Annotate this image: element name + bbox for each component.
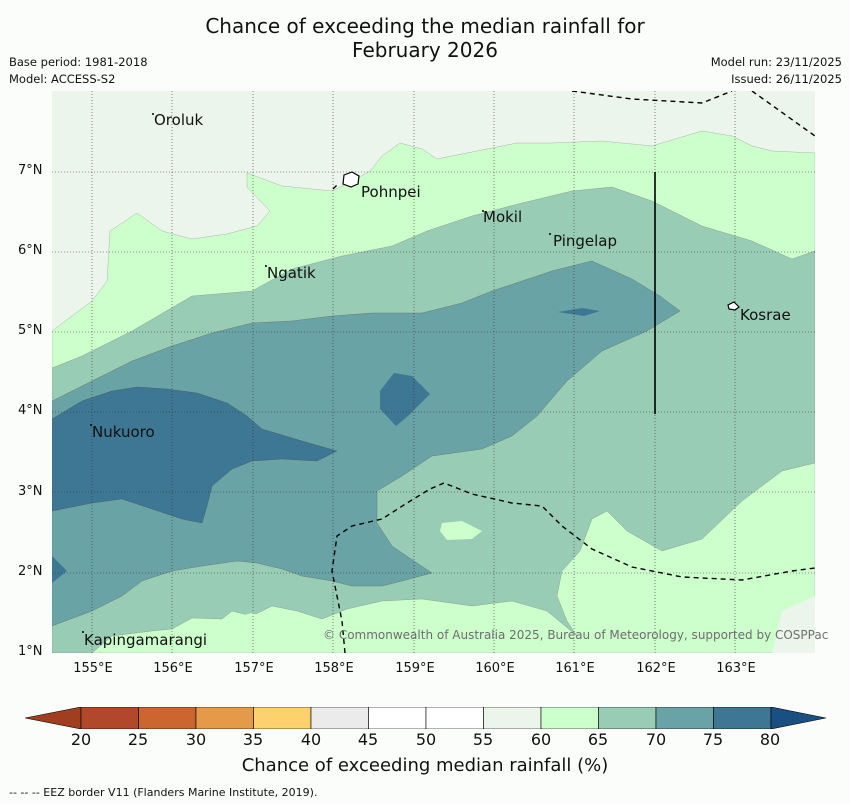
label-oroluk: Oroluk bbox=[154, 111, 204, 129]
mokil-dot bbox=[482, 210, 484, 212]
colorbar-tick-20: 20 bbox=[70, 730, 92, 749]
label-pingelap: Pingelap bbox=[553, 232, 618, 250]
colorbar-tick-45: 45 bbox=[357, 730, 379, 749]
meta-left: Base period: 1981-2018 Model: ACCESS-S2 bbox=[9, 54, 148, 88]
x-tick-157e: 157°E bbox=[234, 661, 274, 676]
colorbar-segment bbox=[655, 707, 714, 729]
ngatik-dot bbox=[265, 265, 267, 267]
colorbar-extend-high bbox=[770, 707, 827, 729]
x-tick-158e: 158°E bbox=[314, 661, 354, 676]
x-tick-159e: 159°E bbox=[395, 661, 435, 676]
map-title: Chance of exceeding the median rainfall … bbox=[0, 14, 850, 62]
colorbar-segment bbox=[540, 707, 599, 729]
x-tick-160e: 160°E bbox=[475, 661, 515, 676]
label-kosrae: Kosrae bbox=[740, 306, 791, 324]
colorbar-segment bbox=[310, 707, 369, 729]
colorbar-extend-low bbox=[25, 707, 82, 729]
x-tick-161e: 161°E bbox=[555, 661, 595, 676]
colorbar-label: Chance of exceeding median rainfall (%) bbox=[241, 755, 609, 776]
meta-right: Model run: 23/11/2025 Issued: 26/11/2025 bbox=[711, 54, 842, 88]
label-nukuoro: Nukuoro bbox=[92, 423, 155, 441]
y-tick-2n: 2°N bbox=[18, 564, 43, 579]
pingelap-dot bbox=[549, 233, 551, 235]
colorbar-tick-75: 75 bbox=[702, 730, 724, 749]
zone-75-80-sliver bbox=[558, 308, 600, 316]
zone-60-65-patch-south bbox=[217, 613, 280, 647]
colorbar-segment bbox=[713, 707, 772, 729]
colorbar-tick-50: 50 bbox=[415, 730, 437, 749]
zone-55-60-patch bbox=[95, 127, 127, 136]
y-tick-4n: 4°N bbox=[18, 403, 43, 418]
zone-55-60-patch-se bbox=[772, 596, 815, 653]
y-tick-3n: 3°N bbox=[18, 484, 43, 499]
y-tick-6n: 6°N bbox=[18, 243, 43, 258]
eez-borders bbox=[331, 91, 815, 653]
x-tick-162e: 162°E bbox=[636, 661, 676, 676]
colorbar-segment bbox=[598, 707, 657, 729]
title-line-1: Chance of exceeding the median rainfall … bbox=[205, 14, 645, 38]
x-tick-156e: 156°E bbox=[153, 661, 193, 676]
y-tick-5n: 5°N bbox=[18, 323, 43, 338]
kosrae-island bbox=[727, 301, 740, 311]
base-period: Base period: 1981-2018 bbox=[9, 55, 148, 69]
model-run: Model run: 23/11/2025 bbox=[710, 55, 842, 69]
title-line-2: February 2026 bbox=[352, 38, 498, 62]
eez-footer-note: -- -- -- EEZ border V11 (Flanders Marine… bbox=[9, 786, 318, 799]
y-tick-1n: 1°N bbox=[18, 644, 43, 659]
label-kapingamarangi: Kapingamarangi bbox=[84, 631, 208, 649]
colorbar bbox=[25, 707, 827, 729]
zone-75-80-patch bbox=[380, 373, 430, 426]
y-tick-7n: 7°N bbox=[18, 163, 43, 178]
colorbar-tick-30: 30 bbox=[185, 730, 207, 749]
colorbar-segment bbox=[425, 707, 484, 729]
x-tick-155e: 155°E bbox=[73, 661, 113, 676]
label-pohnpei: Pohnpei bbox=[361, 183, 421, 201]
model-name: Model: ACCESS-S2 bbox=[9, 72, 116, 86]
rainfall-map bbox=[52, 91, 815, 653]
colorbar-tick-60: 60 bbox=[530, 730, 552, 749]
zone-75-80 bbox=[52, 386, 338, 524]
copyright-notice: © Commonwealth of Australia 2025, Bureau… bbox=[323, 628, 829, 642]
colorbar-segment bbox=[138, 707, 197, 729]
colorbar-tick-65: 65 bbox=[587, 730, 609, 749]
zone-70-75 bbox=[52, 260, 681, 627]
colorbar-tick-70: 70 bbox=[645, 730, 667, 749]
colorbar-segment bbox=[368, 707, 427, 729]
colorbar-tick-35: 35 bbox=[242, 730, 264, 749]
colorbar-tick-55: 55 bbox=[472, 730, 494, 749]
colorbar-tick-25: 25 bbox=[127, 730, 149, 749]
issued-date: Issued: 26/11/2025 bbox=[731, 72, 842, 86]
colorbar-tick-40: 40 bbox=[300, 730, 322, 749]
label-ngatik: Ngatik bbox=[267, 264, 316, 282]
colorbar-segment bbox=[483, 707, 542, 729]
colorbar-segment bbox=[195, 707, 254, 729]
label-mokil: Mokil bbox=[483, 208, 523, 226]
kapingamarangi-dot bbox=[82, 631, 84, 633]
nukuoro-dot bbox=[90, 424, 92, 426]
oroluk-dot bbox=[152, 113, 154, 115]
colorbar-segment bbox=[253, 707, 312, 729]
zone-55-60-patch-east bbox=[732, 115, 815, 149]
x-tick-163e: 163°E bbox=[716, 661, 756, 676]
pohnpei-island bbox=[342, 171, 360, 188]
colorbar-segment bbox=[80, 707, 139, 729]
zone-60-65-patch bbox=[440, 521, 482, 540]
colorbar-tick-80: 80 bbox=[759, 730, 781, 749]
zone-75-80-edge bbox=[52, 556, 67, 583]
